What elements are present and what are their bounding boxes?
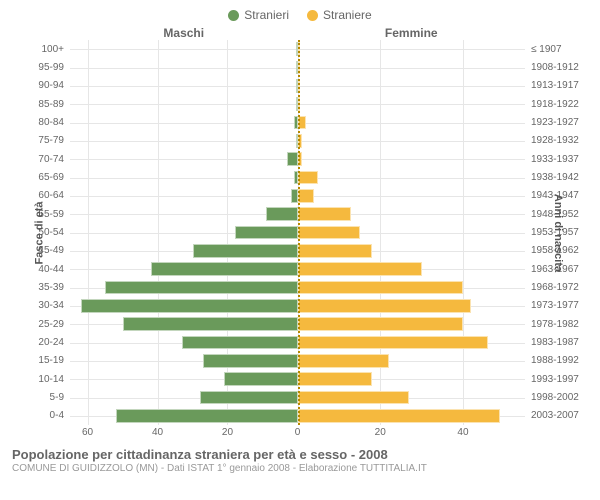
y-left-label: 90-94 bbox=[10, 77, 64, 95]
bar-male bbox=[224, 372, 298, 386]
legend-swatch-male bbox=[228, 10, 239, 21]
x-tick-label: 0 bbox=[295, 427, 301, 438]
y-right-label: 1998-2002 bbox=[531, 388, 590, 406]
y-right-label: 1983-1987 bbox=[531, 333, 590, 351]
bar-female bbox=[298, 226, 360, 240]
bar-female bbox=[298, 244, 372, 258]
bar-male bbox=[203, 354, 298, 368]
footer: Popolazione per cittadinanza straniera p… bbox=[10, 447, 590, 474]
legend-label-male: Stranieri bbox=[244, 8, 289, 22]
y-right-label: 1968-1972 bbox=[531, 278, 590, 296]
bar-female bbox=[298, 299, 472, 313]
bar-male bbox=[116, 409, 298, 423]
y-left-label: 15-19 bbox=[10, 352, 64, 370]
bar-female bbox=[298, 189, 315, 203]
bar-female bbox=[298, 171, 319, 185]
bar-female bbox=[298, 336, 488, 350]
bar-male bbox=[123, 317, 298, 331]
legend-swatch-female bbox=[307, 10, 318, 21]
bar-female bbox=[298, 317, 463, 331]
y-left-label: 75-79 bbox=[10, 132, 64, 150]
bar-female bbox=[298, 372, 372, 386]
center-line bbox=[298, 40, 300, 425]
y-left-label: 35-39 bbox=[10, 278, 64, 296]
legend-label-female: Straniere bbox=[323, 8, 372, 22]
bar-female bbox=[298, 391, 410, 405]
bar-female bbox=[298, 262, 422, 276]
legend-item-male: Stranieri bbox=[228, 8, 289, 22]
plot-area: Fasce di età Anni di nascita 100+95-9990… bbox=[10, 40, 590, 425]
y-left-label: 70-74 bbox=[10, 150, 64, 168]
bars-area bbox=[70, 40, 525, 425]
y-right-label: 1913-1917 bbox=[531, 77, 590, 95]
bar-male bbox=[235, 226, 298, 240]
y-left-label: 20-24 bbox=[10, 333, 64, 351]
y-right-label: 1978-1982 bbox=[531, 315, 590, 333]
x-tick-label: 20 bbox=[222, 427, 233, 438]
bar-male bbox=[193, 244, 298, 258]
y-left-label: 25-29 bbox=[10, 315, 64, 333]
y-right-label: 1933-1937 bbox=[531, 150, 590, 168]
y-right-label: 2003-2007 bbox=[531, 407, 590, 425]
x-tick-label: 40 bbox=[152, 427, 163, 438]
bar-female bbox=[298, 281, 463, 295]
y-right-label: 1918-1922 bbox=[531, 95, 590, 113]
y-axis-title-left: Fasce di età bbox=[33, 201, 45, 264]
y-right-label: 1988-1992 bbox=[531, 352, 590, 370]
column-headers: Maschi Femmine bbox=[10, 26, 590, 40]
y-left-label: 95-99 bbox=[10, 58, 64, 76]
bar-female bbox=[298, 207, 352, 221]
x-tick-label: 60 bbox=[82, 427, 93, 438]
chart-title: Popolazione per cittadinanza straniera p… bbox=[12, 447, 590, 462]
y-axis-title-right: Anni di nascita bbox=[552, 193, 564, 271]
x-axis: 60 40 20 0 20 40 bbox=[10, 427, 590, 441]
x-tick-label: 20 bbox=[375, 427, 386, 438]
y-right-label: ≤ 1907 bbox=[531, 40, 590, 58]
bar-male bbox=[287, 152, 298, 166]
y-left-label: 80-84 bbox=[10, 113, 64, 131]
header-left: Maschi bbox=[70, 26, 298, 40]
y-right-label: 1973-1977 bbox=[531, 297, 590, 315]
bar-female bbox=[298, 354, 389, 368]
y-right-label: 1928-1932 bbox=[531, 132, 590, 150]
header-right: Femmine bbox=[298, 26, 526, 40]
pyramid-chart: Stranieri Straniere Maschi Femmine Fasce… bbox=[0, 0, 600, 500]
legend-item-female: Straniere bbox=[307, 8, 372, 22]
y-left-label: 10-14 bbox=[10, 370, 64, 388]
y-left-label: 85-89 bbox=[10, 95, 64, 113]
legend: Stranieri Straniere bbox=[10, 8, 590, 22]
y-left-label: 30-34 bbox=[10, 297, 64, 315]
x-ticks: 60 40 20 0 20 40 bbox=[70, 427, 525, 441]
bar-male bbox=[200, 391, 298, 405]
y-left-label: 65-69 bbox=[10, 168, 64, 186]
bar-male bbox=[151, 262, 298, 276]
bar-male bbox=[266, 207, 298, 221]
y-right-label: 1908-1912 bbox=[531, 58, 590, 76]
bar-male bbox=[291, 189, 298, 203]
bar-male bbox=[182, 336, 298, 350]
bar-male bbox=[105, 281, 298, 295]
x-tick-label: 40 bbox=[457, 427, 468, 438]
y-left-label: 0-4 bbox=[10, 407, 64, 425]
chart-subtitle: COMUNE DI GUIDIZZOLO (MN) - Dati ISTAT 1… bbox=[12, 463, 590, 474]
bar-male bbox=[81, 299, 298, 313]
y-right-label: 1993-1997 bbox=[531, 370, 590, 388]
y-left-label: 5-9 bbox=[10, 388, 64, 406]
bar-female bbox=[298, 409, 501, 423]
y-left-label: 100+ bbox=[10, 40, 64, 58]
y-right-label: 1938-1942 bbox=[531, 168, 590, 186]
y-right-label: 1923-1927 bbox=[531, 113, 590, 131]
